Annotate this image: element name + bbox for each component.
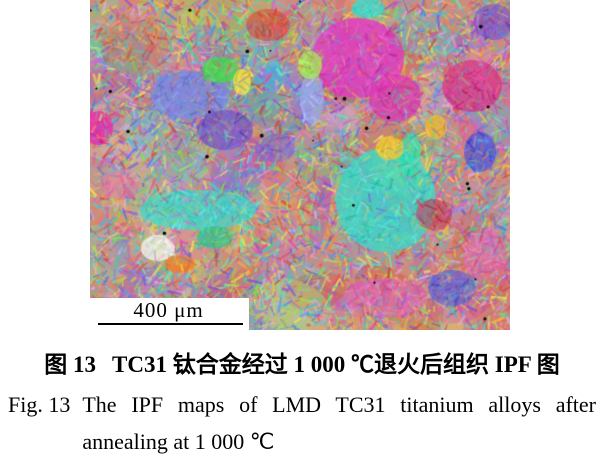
caption-chinese: 图 13 TC31 钛合金经过 1 000 ℃退火后组织 IPF 图 — [0, 351, 604, 379]
ipf-map-micrograph — [90, 0, 510, 330]
scale-bar-label: 400 μm — [133, 298, 204, 322]
caption-english: Fig. 13 The IPF maps of LMD TC31 titaniu… — [8, 386, 596, 460]
figure-title-cn: TC31 钛合金经过 1 000 ℃退火后组织 IPF 图 — [112, 352, 560, 377]
scale-bar: 400 μm — [88, 298, 249, 330]
scale-bar-line — [98, 323, 243, 325]
caption-english-text: The IPF maps of LMD TC31 titanium alloys… — [82, 386, 596, 460]
caption-en-line1: The IPF maps of LMD TC31 titanium alloys… — [82, 392, 596, 417]
figure-number-cn: 图 13 — [44, 352, 97, 377]
caption-en-line2: annealing at 1 000 ℃ — [82, 429, 275, 454]
micrograph: 400 μm — [88, 0, 510, 330]
figure-number-en: Fig. 13 — [8, 392, 71, 417]
